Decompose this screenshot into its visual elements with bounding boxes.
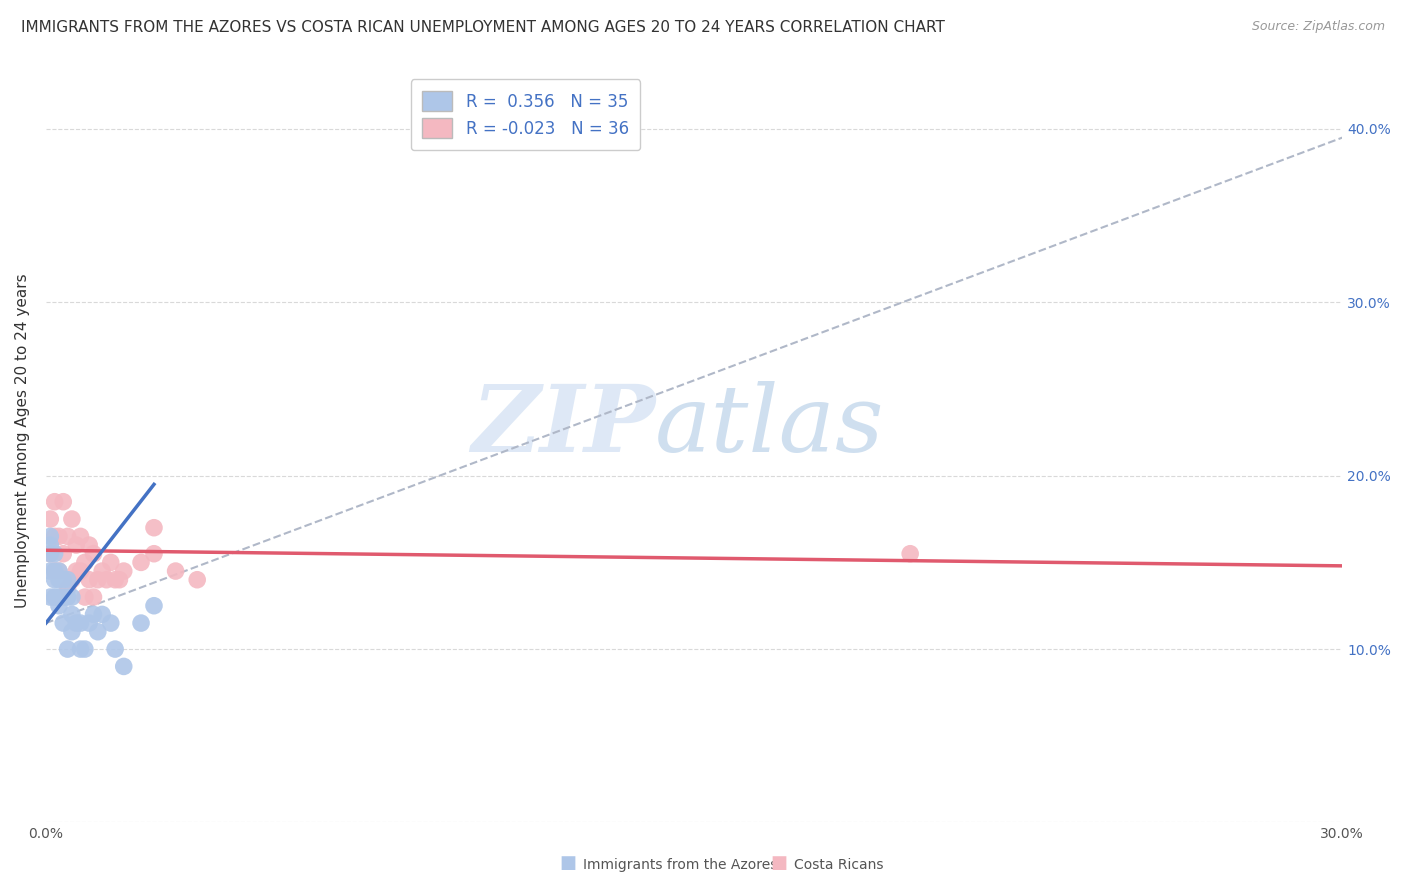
Text: ZIP: ZIP: [471, 381, 655, 471]
Point: [56, 642, 79, 657]
Text: ■: ■: [560, 855, 576, 872]
Point: [83, 607, 105, 622]
Point: [91, 607, 114, 622]
Point: [44, 573, 66, 587]
Point: [44, 494, 66, 508]
Point: [165, 564, 187, 578]
Point: [898, 547, 921, 561]
Point: [77, 538, 100, 552]
Point: [48, 590, 70, 604]
Point: [60, 590, 83, 604]
Point: [56, 582, 79, 596]
Point: [87, 573, 110, 587]
Y-axis label: Unemployment Among Ages 20 to 24 years: Unemployment Among Ages 20 to 24 years: [15, 274, 30, 608]
Point: [73, 590, 96, 604]
Point: [104, 573, 127, 587]
Text: atlas: atlas: [655, 381, 884, 471]
Text: IMMIGRANTS FROM THE AZORES VS COSTA RICAN UNEMPLOYMENT AMONG AGES 20 TO 24 YEARS: IMMIGRANTS FROM THE AZORES VS COSTA RICA…: [21, 20, 945, 35]
Point: [56, 573, 79, 587]
Point: [77, 616, 100, 631]
Point: [69, 642, 91, 657]
Point: [39, 512, 62, 526]
Point: [48, 599, 70, 613]
Point: [87, 624, 110, 639]
Point: [186, 573, 208, 587]
Point: [129, 616, 152, 631]
Point: [100, 555, 122, 569]
Legend: R =  0.356   N = 35, R = -0.023   N = 36: R = 0.356 N = 35, R = -0.023 N = 36: [411, 79, 641, 150]
Point: [60, 607, 83, 622]
Point: [96, 573, 118, 587]
Text: Costa Ricans: Costa Ricans: [794, 858, 884, 872]
Point: [52, 573, 75, 587]
Point: [39, 547, 62, 561]
Point: [143, 599, 166, 613]
Text: Source: ZipAtlas.com: Source: ZipAtlas.com: [1251, 20, 1385, 33]
Point: [60, 624, 83, 639]
Point: [56, 590, 79, 604]
Point: [65, 538, 87, 552]
Point: [44, 590, 66, 604]
Point: [91, 564, 114, 578]
Point: [129, 555, 152, 569]
Point: [39, 538, 62, 552]
Point: [44, 564, 66, 578]
Point: [44, 529, 66, 543]
Point: [44, 564, 66, 578]
Point: [48, 573, 70, 587]
Point: [60, 512, 83, 526]
Point: [39, 590, 62, 604]
Point: [108, 573, 131, 587]
Text: Immigrants from the Azores: Immigrants from the Azores: [583, 858, 778, 872]
Point: [143, 547, 166, 561]
Point: [69, 529, 91, 543]
Point: [44, 547, 66, 561]
Point: [39, 529, 62, 543]
Point: [143, 521, 166, 535]
Point: [52, 590, 75, 604]
Text: ■: ■: [770, 855, 787, 872]
Point: [77, 573, 100, 587]
Point: [39, 564, 62, 578]
Point: [83, 547, 105, 561]
Point: [104, 642, 127, 657]
Point: [52, 494, 75, 508]
Point: [52, 547, 75, 561]
Point: [48, 564, 70, 578]
Point: [52, 616, 75, 631]
Point: [65, 616, 87, 631]
Point: [112, 564, 135, 578]
Point: [48, 564, 70, 578]
Point: [65, 564, 87, 578]
Point: [100, 616, 122, 631]
Point: [69, 564, 91, 578]
Point: [73, 642, 96, 657]
Point: [48, 529, 70, 543]
Point: [39, 547, 62, 561]
Point: [60, 573, 83, 587]
Point: [69, 616, 91, 631]
Point: [56, 529, 79, 543]
Point: [112, 659, 135, 673]
Point: [83, 590, 105, 604]
Point: [73, 555, 96, 569]
